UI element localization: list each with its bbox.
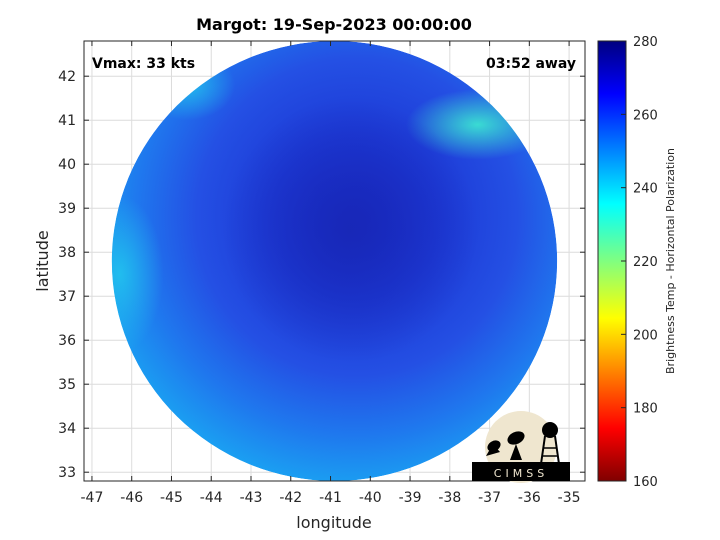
x-tick-label: -46 bbox=[120, 490, 143, 506]
cimss-logo-text: CIMSS bbox=[494, 467, 548, 480]
x-tick-label: -47 bbox=[81, 490, 104, 506]
colorbar-tick-label: 200 bbox=[633, 328, 658, 343]
x-axis-ticks: -47 -46 -45 -44 -43 -42 -41 -40 -39 -38 -37 -36 -35 bbox=[81, 41, 581, 506]
colorbar-tick-label: 180 bbox=[633, 402, 658, 417]
y-axis-label: latitude bbox=[33, 230, 52, 291]
colorbar-tick-label: 260 bbox=[633, 108, 658, 123]
y-axis-ticks: 33 34 35 36 37 38 39 40 41 42 bbox=[58, 69, 585, 481]
cimss-logo: CIMSS bbox=[472, 411, 570, 483]
time-away-annotation: 03:52 away bbox=[486, 56, 576, 72]
y-tick-label: 38 bbox=[58, 245, 76, 261]
y-tick-label: 34 bbox=[58, 421, 76, 437]
x-tick-label: -36 bbox=[518, 490, 541, 506]
y-tick-label: 39 bbox=[58, 201, 76, 217]
y-tick-label: 35 bbox=[58, 377, 76, 393]
colorbar-tick-label: 280 bbox=[633, 35, 658, 50]
x-tick-label: -45 bbox=[160, 490, 183, 506]
x-tick-label: -43 bbox=[240, 490, 263, 506]
y-tick-label: 33 bbox=[58, 465, 76, 481]
x-tick-label: -41 bbox=[319, 490, 342, 506]
x-tick-label: -44 bbox=[200, 490, 223, 506]
y-tick-label: 36 bbox=[58, 333, 76, 349]
y-tick-label: 41 bbox=[58, 113, 76, 129]
x-tick-label: -40 bbox=[359, 490, 382, 506]
colorbar-tick-label: 220 bbox=[633, 255, 658, 270]
y-tick-label: 37 bbox=[58, 289, 76, 305]
cold-core bbox=[223, 98, 478, 363]
colorbar-ticks: 160 180 200 220 240 260 280 bbox=[621, 35, 658, 490]
warm-patch-west bbox=[111, 195, 164, 354]
brightness-swath-layer bbox=[111, 41, 558, 481]
colorbar-tick-label: 240 bbox=[633, 182, 658, 197]
vmax-annotation: Vmax: 33 kts bbox=[92, 56, 195, 72]
y-tick-label: 42 bbox=[58, 69, 76, 85]
x-axis-label: longitude bbox=[296, 513, 371, 532]
x-tick-label: -35 bbox=[558, 490, 581, 506]
y-tick-label: 40 bbox=[58, 157, 76, 173]
x-tick-label: -38 bbox=[438, 490, 461, 506]
x-tick-label: -42 bbox=[279, 490, 302, 506]
colorbar-tick-label: 160 bbox=[633, 475, 658, 490]
colorbar-label: Brightness Temp - Horizontal Polarizatio… bbox=[664, 148, 677, 374]
chart-title: Margot: 19-Sep-2023 00:00:00 bbox=[196, 15, 472, 34]
axes-frame bbox=[83, 40, 586, 482]
x-tick-label: -37 bbox=[478, 490, 501, 506]
x-tick-label: -39 bbox=[399, 490, 422, 506]
